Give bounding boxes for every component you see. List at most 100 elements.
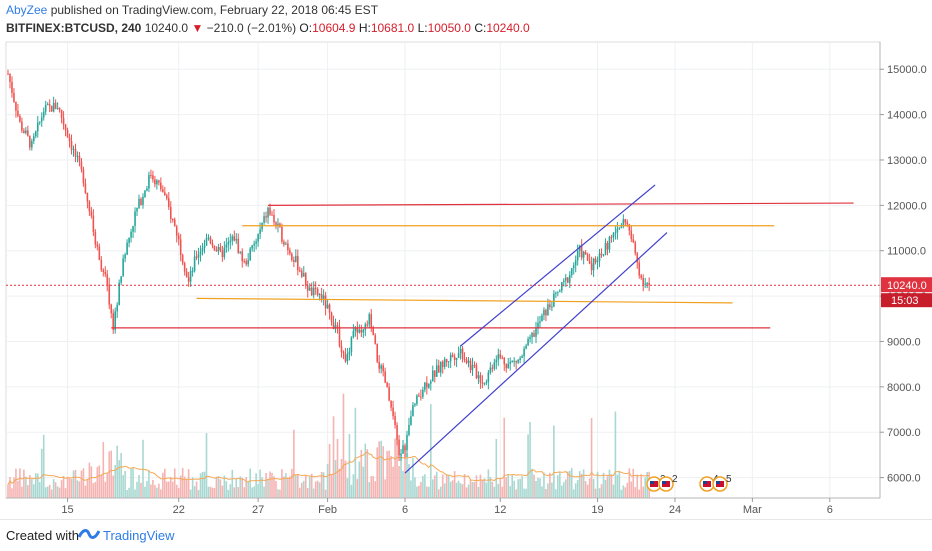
volume-bar — [162, 472, 164, 498]
volume-bar — [156, 487, 158, 498]
candle-body — [545, 309, 547, 316]
volume-bar — [396, 438, 398, 498]
volume-bar — [38, 482, 41, 498]
volume-bar — [590, 418, 593, 498]
candle-body — [632, 239, 635, 243]
candle-body — [628, 224, 631, 231]
candle-body — [197, 254, 200, 258]
candle-body — [495, 359, 498, 363]
volume-bar — [334, 460, 337, 498]
candle-body — [479, 375, 482, 383]
open-value: 10604.9 — [312, 21, 356, 35]
volume-bar — [352, 474, 355, 498]
author-name[interactable]: AbyZee — [6, 3, 48, 17]
volume-bar — [21, 486, 23, 498]
time-tick-label: 27 — [252, 504, 264, 516]
channel-upper-line — [460, 184, 656, 347]
candle-body — [408, 424, 410, 435]
volume-bar — [314, 481, 317, 498]
volume-bar — [300, 482, 303, 498]
candle-body — [535, 328, 537, 337]
volume-bar — [543, 472, 545, 498]
volume-bar — [285, 473, 287, 498]
candle-body — [166, 195, 168, 199]
volume-bar — [572, 489, 575, 498]
volume-bar — [291, 468, 293, 498]
volume-bar — [9, 477, 11, 498]
time-axis: 15 22 27 Feb 6 12 19 24 Mar 6 — [6, 497, 880, 516]
candle-body — [249, 248, 251, 260]
candle-body — [118, 282, 120, 305]
volume-bar — [475, 475, 478, 498]
flag-canton-icon — [650, 481, 654, 484]
volume-bar — [34, 473, 37, 498]
close-value: 10240.0 — [486, 21, 530, 35]
volume-bar — [362, 466, 365, 498]
volume-bar — [418, 485, 420, 498]
volume-bar — [78, 481, 81, 498]
volume-bar — [563, 482, 565, 498]
candle-body — [483, 383, 486, 385]
candle-body — [25, 130, 27, 133]
volume-bar — [308, 476, 311, 498]
candle-body — [54, 102, 57, 109]
candle-body — [142, 196, 144, 205]
candle-body — [588, 260, 591, 264]
volume-bar — [465, 487, 468, 498]
tradingview-logo-icon[interactable] — [78, 527, 100, 543]
volume-bar — [422, 475, 424, 498]
candle-body — [620, 226, 623, 228]
volume-bar — [277, 489, 279, 498]
volume-bar — [354, 407, 357, 498]
volume-bar — [298, 487, 301, 498]
candle-body — [437, 365, 440, 373]
volume-bar — [346, 478, 349, 498]
candle-body — [356, 328, 359, 333]
volume-bar — [507, 474, 510, 498]
volume-bar — [424, 474, 426, 498]
candle-body — [36, 122, 39, 132]
volume-bar — [201, 472, 204, 498]
candle-body — [209, 237, 212, 244]
candle-body — [100, 260, 103, 270]
volume-bar — [521, 476, 523, 498]
candle-body — [459, 348, 462, 354]
volume-bar — [580, 473, 583, 498]
flag-canton-icon — [662, 481, 666, 484]
volume-bar — [493, 486, 496, 498]
candle-body — [376, 343, 379, 362]
candle-body — [219, 246, 222, 251]
candle-body — [110, 304, 113, 314]
volume-bar — [42, 434, 45, 498]
candle-body — [537, 322, 539, 329]
volume-bar — [275, 480, 277, 498]
volume-bar — [557, 475, 559, 498]
volume-bar — [229, 484, 232, 498]
candle-body — [568, 275, 571, 283]
price-chart[interactable]: 2245 15 22 27 Feb 6 12 19 24 Mar 6 15000.0 14000.0… — [0, 0, 932, 520]
candle-body — [187, 277, 190, 282]
volume-bar — [171, 481, 174, 498]
candle-body — [640, 275, 643, 278]
candle-body — [420, 396, 422, 398]
volume-bar — [477, 486, 480, 498]
published-text: published on TradingView.com, February 2… — [50, 3, 379, 17]
volume-bar — [70, 479, 73, 498]
volume-bar — [616, 474, 619, 498]
volume-bar — [223, 475, 226, 498]
candle-body — [310, 287, 313, 296]
candle-body — [126, 242, 128, 255]
candle-body — [160, 182, 162, 190]
volume-bar — [48, 484, 51, 498]
volume-bar — [189, 489, 192, 498]
volume-bar — [602, 472, 605, 498]
volume-bar — [265, 473, 267, 498]
candle-body — [608, 236, 611, 250]
candle-body — [642, 277, 644, 285]
tradingview-link[interactable]: TradingView — [103, 528, 175, 543]
volume-bar — [158, 483, 160, 498]
candle-body — [507, 363, 510, 369]
candle-body — [263, 216, 265, 223]
candle-body — [298, 270, 301, 272]
candle-body — [473, 364, 476, 366]
